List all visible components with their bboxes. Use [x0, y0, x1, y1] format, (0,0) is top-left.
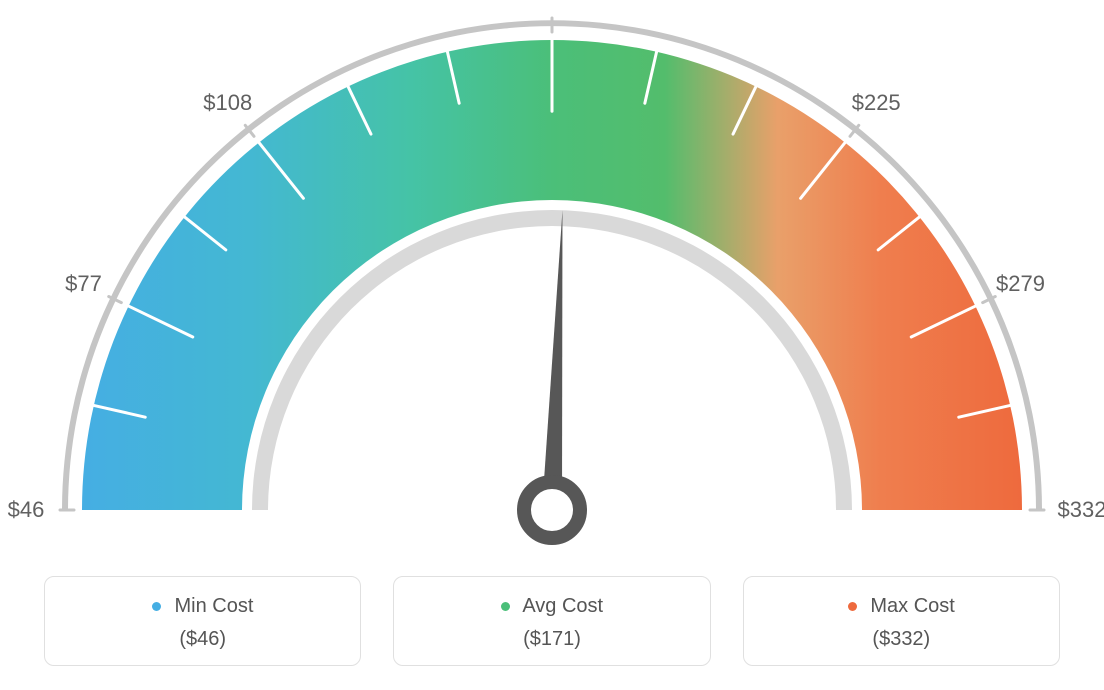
legend-label-max: Max Cost [870, 595, 954, 617]
legend-dot-max [848, 602, 857, 611]
legend-title-min: Min Cost [55, 595, 350, 618]
gauge-tick-label: $225 [852, 90, 901, 116]
legend-label-min: Min Cost [174, 595, 253, 617]
legend-value-max: ($332) [754, 628, 1049, 651]
cost-gauge-chart: $46$77$108$171$225$279$332 Min Cost ($46… [0, 0, 1104, 690]
legend-box-avg: Avg Cost ($171) [393, 576, 710, 666]
legend-box-max: Max Cost ($332) [743, 576, 1060, 666]
legend-title-avg: Avg Cost [404, 595, 699, 618]
legend-title-max: Max Cost [754, 595, 1049, 618]
gauge-svg [0, 0, 1104, 560]
gauge-tick-label: $46 [8, 497, 45, 523]
gauge-tick-label: $332 [1058, 497, 1104, 523]
legend-dot-min [152, 602, 161, 611]
legend-dot-avg [501, 602, 510, 611]
gauge-tick-label: $77 [65, 271, 102, 297]
gauge-tick-label: $108 [203, 90, 252, 116]
gauge-tick-label: $279 [996, 271, 1045, 297]
legend-label-avg: Avg Cost [522, 595, 603, 617]
legend-value-min: ($46) [55, 628, 350, 651]
legend-box-min: Min Cost ($46) [44, 576, 361, 666]
gauge-area: $46$77$108$171$225$279$332 [0, 0, 1104, 560]
legend-value-avg: ($171) [404, 628, 699, 651]
legend-row: Min Cost ($46) Avg Cost ($171) Max Cost … [44, 576, 1060, 666]
